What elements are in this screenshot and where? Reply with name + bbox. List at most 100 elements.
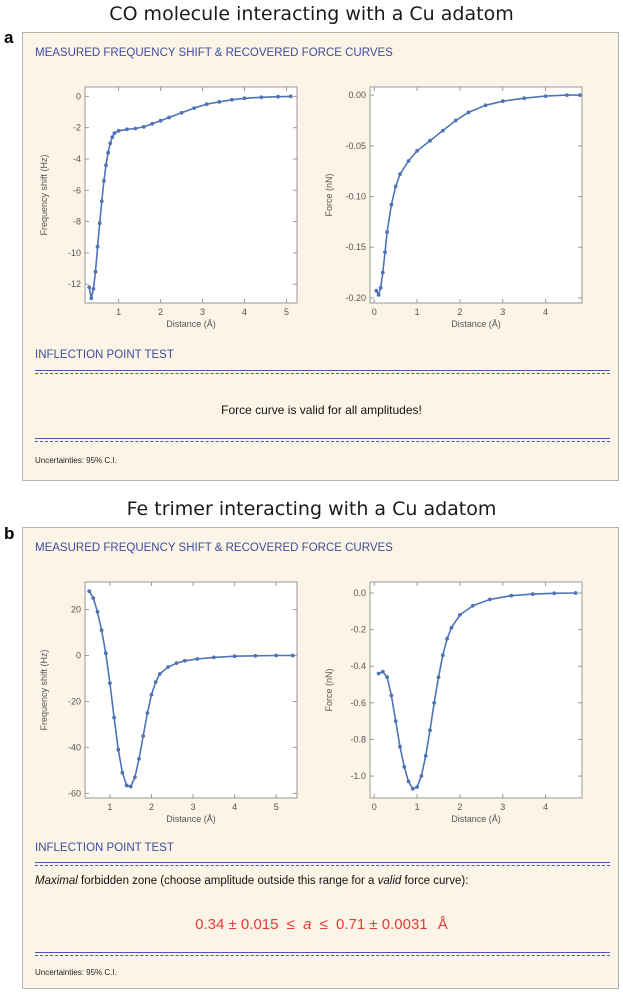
data-point bbox=[483, 103, 488, 108]
data-point bbox=[150, 121, 155, 126]
data-point bbox=[112, 131, 117, 136]
data-point bbox=[125, 127, 129, 132]
panel-b: MEASURED FREQUENCY SHIFT & RECOVERED FOR… bbox=[22, 527, 619, 989]
data-point bbox=[509, 593, 514, 598]
data-point bbox=[378, 285, 383, 290]
x-tick-label: 5 bbox=[284, 307, 289, 317]
data-point bbox=[374, 288, 379, 293]
data-point bbox=[453, 118, 458, 123]
separator bbox=[35, 862, 610, 866]
data-point bbox=[288, 94, 293, 99]
panel-b-letter: b bbox=[4, 524, 15, 543]
data-point bbox=[157, 672, 162, 676]
x-tick-label: 1 bbox=[107, 802, 112, 812]
data-point bbox=[104, 163, 108, 168]
data-point bbox=[522, 96, 527, 101]
forbidden-zone-result: 0.34 ± 0.015 ≤ a ≤ 0.71 ± 0.0031 Å bbox=[23, 916, 620, 933]
x-tick-label: 2 bbox=[457, 802, 462, 812]
data-point bbox=[116, 747, 121, 752]
data-point bbox=[212, 655, 216, 660]
x-axis-label: Distance (Å) bbox=[451, 814, 501, 824]
validity-message: Force curve is valid for all amplitudes! bbox=[221, 403, 422, 417]
y-tick-label: 0.0 bbox=[353, 588, 366, 598]
y-tick-label: -12 bbox=[68, 279, 81, 289]
data-point bbox=[380, 270, 385, 275]
data-point bbox=[93, 269, 98, 274]
data-point bbox=[383, 250, 387, 255]
data-point bbox=[141, 125, 146, 129]
data-point bbox=[393, 719, 398, 723]
data-point bbox=[565, 93, 569, 97]
plot-frame bbox=[369, 86, 583, 304]
x-tick-label: 2 bbox=[158, 307, 163, 317]
y-axis-label: Force (nN) bbox=[324, 173, 334, 216]
data-point bbox=[290, 653, 295, 658]
data-point bbox=[99, 199, 104, 204]
force-chart-a: 0 1 2 3 4 0.00 -0.05 -0.10 -0.15 -0.20 Distance (Å… bbox=[324, 86, 583, 329]
y-axis-label: Force (nN) bbox=[324, 668, 334, 711]
data-point bbox=[149, 692, 154, 697]
data-point bbox=[543, 94, 548, 98]
data-point bbox=[458, 613, 462, 617]
data-point bbox=[133, 775, 137, 780]
panel-a-letter: a bbox=[4, 28, 14, 47]
y-tick-label: -20 bbox=[68, 696, 81, 706]
x-tick-label: 3 bbox=[191, 802, 196, 812]
panel-a-section-test: INFLECTION POINT TEST bbox=[35, 349, 174, 361]
result-variable: a bbox=[303, 916, 312, 933]
y-tick-label: -0.10 bbox=[345, 192, 366, 202]
x-tick-label: 5 bbox=[274, 802, 279, 812]
data-point bbox=[167, 115, 171, 120]
data-point bbox=[179, 110, 184, 115]
result-le-2: ≤ bbox=[319, 916, 328, 933]
data-point bbox=[116, 128, 121, 133]
plot-frame bbox=[84, 581, 298, 799]
data-point bbox=[406, 779, 411, 784]
y-tick-label: -0.4 bbox=[350, 661, 366, 671]
panel-b-section-test: INFLECTION POINT TEST bbox=[35, 842, 174, 854]
y-tick-label: -0.05 bbox=[345, 141, 366, 151]
data-point bbox=[120, 770, 125, 775]
data-point bbox=[110, 135, 115, 139]
data-point bbox=[389, 202, 394, 207]
data-point bbox=[112, 715, 116, 720]
data-point bbox=[419, 774, 424, 778]
y-tick-label: 20 bbox=[71, 605, 81, 615]
data-point bbox=[89, 296, 94, 301]
y-tick-label: -4 bbox=[73, 154, 81, 164]
data-point bbox=[95, 244, 100, 249]
force-chart-b: 0 1 2 3 4 0.0 -0.2 -0.4 -0.6 -0.8 -1.0 Distance (Å)… bbox=[324, 581, 583, 824]
data-point bbox=[402, 765, 407, 769]
message-emphasis: Maximal bbox=[35, 875, 78, 887]
data-point bbox=[141, 734, 146, 738]
data-point bbox=[182, 658, 187, 663]
y-tick-label: -0.6 bbox=[350, 698, 366, 708]
uncertainties-note: Uncertainties: 95% C.I. bbox=[35, 456, 117, 465]
data-point bbox=[103, 651, 108, 656]
data-point bbox=[406, 159, 411, 163]
x-axis-label: Distance (Å) bbox=[451, 319, 501, 329]
uncertainties-note: Uncertainties: 95% C.I. bbox=[35, 968, 117, 977]
data-point bbox=[552, 591, 557, 596]
y-axis-label: Frequency shift (Hz) bbox=[39, 649, 49, 730]
y-tick-label: 0 bbox=[76, 91, 81, 101]
data-point bbox=[230, 97, 234, 102]
data-point bbox=[380, 669, 385, 674]
x-axis-label: Distance (Å) bbox=[166, 319, 216, 329]
data-point bbox=[87, 285, 92, 290]
x-tick-label: 4 bbox=[543, 307, 548, 317]
data-point bbox=[99, 628, 104, 633]
data-point bbox=[153, 680, 158, 684]
x-tick-label: 3 bbox=[500, 307, 505, 317]
data-point bbox=[415, 785, 419, 789]
data-point bbox=[158, 118, 163, 123]
x-tick-label: 4 bbox=[242, 307, 247, 317]
panel-a-title: CO molecule interacting with a Cu adatom bbox=[109, 3, 514, 25]
data-point bbox=[385, 230, 389, 234]
data-point bbox=[276, 94, 280, 99]
data-point bbox=[440, 128, 445, 133]
data-point bbox=[432, 700, 437, 705]
y-tick-label: -10 bbox=[68, 248, 81, 258]
y-tick-label: 0 bbox=[76, 651, 81, 661]
result-low: 0.34 ± 0.015 bbox=[195, 916, 279, 933]
